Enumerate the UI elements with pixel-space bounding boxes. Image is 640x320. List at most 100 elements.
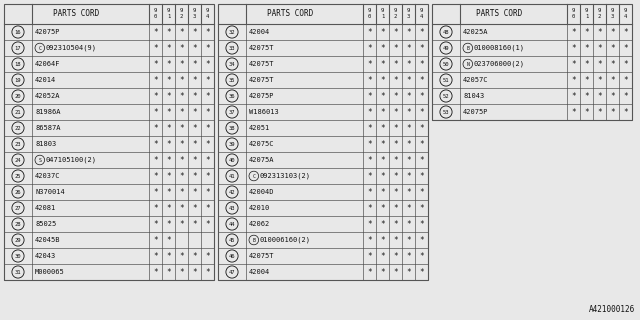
Text: 9: 9 <box>167 9 170 13</box>
Text: 22: 22 <box>15 125 21 131</box>
Text: *: * <box>179 92 184 100</box>
Text: 19: 19 <box>15 77 21 83</box>
Text: 81043: 81043 <box>463 93 484 99</box>
Text: *: * <box>380 268 385 276</box>
Text: *: * <box>205 172 210 180</box>
Text: *: * <box>166 140 171 148</box>
Text: *: * <box>367 124 372 132</box>
Text: *: * <box>419 140 424 148</box>
Text: 0: 0 <box>154 14 157 20</box>
Text: 31: 31 <box>15 269 21 275</box>
Text: 50: 50 <box>443 61 449 67</box>
Text: 23: 23 <box>15 141 21 147</box>
Text: *: * <box>205 92 210 100</box>
Text: *: * <box>153 268 158 276</box>
Text: *: * <box>367 220 372 228</box>
Text: *: * <box>166 252 171 260</box>
Text: *: * <box>192 76 197 84</box>
Text: *: * <box>179 188 184 196</box>
Text: 81986A: 81986A <box>35 109 61 115</box>
Text: *: * <box>571 108 576 116</box>
Text: *: * <box>406 140 411 148</box>
Text: 42075T: 42075T <box>249 45 275 51</box>
Text: 2: 2 <box>394 14 397 20</box>
Text: *: * <box>380 204 385 212</box>
Text: 42057C: 42057C <box>463 77 488 83</box>
Text: *: * <box>393 28 398 36</box>
Text: *: * <box>380 60 385 68</box>
Text: 49: 49 <box>443 45 449 51</box>
Text: *: * <box>192 124 197 132</box>
Text: *: * <box>571 60 576 68</box>
Text: *: * <box>153 28 158 36</box>
Text: *: * <box>205 220 210 228</box>
Text: 45: 45 <box>228 237 236 243</box>
Text: *: * <box>166 172 171 180</box>
Text: *: * <box>205 124 210 132</box>
Text: *: * <box>166 236 171 244</box>
Text: *: * <box>153 252 158 260</box>
Text: *: * <box>406 124 411 132</box>
Text: *: * <box>419 44 424 52</box>
Text: *: * <box>192 156 197 164</box>
Text: *: * <box>419 188 424 196</box>
Text: 51: 51 <box>443 77 449 83</box>
Text: *: * <box>153 124 158 132</box>
Text: *: * <box>419 172 424 180</box>
Text: *: * <box>179 60 184 68</box>
Text: *: * <box>597 60 602 68</box>
Text: *: * <box>153 44 158 52</box>
Text: *: * <box>205 60 210 68</box>
Text: *: * <box>597 92 602 100</box>
Text: *: * <box>419 204 424 212</box>
Text: M000065: M000065 <box>35 269 65 275</box>
Text: 42062: 42062 <box>249 221 270 227</box>
Text: *: * <box>571 76 576 84</box>
Text: *: * <box>393 268 398 276</box>
Text: *: * <box>380 28 385 36</box>
Text: *: * <box>367 60 372 68</box>
Text: 36: 36 <box>228 93 236 99</box>
Text: *: * <box>623 28 628 36</box>
Text: 047105100(2): 047105100(2) <box>45 157 97 163</box>
Text: *: * <box>179 268 184 276</box>
Text: 48: 48 <box>443 29 449 35</box>
Text: 42004: 42004 <box>249 269 270 275</box>
Text: 0: 0 <box>368 14 371 20</box>
Text: 0: 0 <box>572 14 575 20</box>
Text: 29: 29 <box>15 237 21 243</box>
Text: 42075T: 42075T <box>249 77 275 83</box>
Text: 40: 40 <box>228 157 236 163</box>
Text: 010008160(1): 010008160(1) <box>474 45 525 51</box>
Text: *: * <box>205 108 210 116</box>
Text: 4: 4 <box>206 14 209 20</box>
Text: 9: 9 <box>572 9 575 13</box>
Text: *: * <box>367 76 372 84</box>
Text: *: * <box>419 60 424 68</box>
Text: 35: 35 <box>228 77 236 83</box>
Text: *: * <box>571 92 576 100</box>
Text: 39: 39 <box>228 141 236 147</box>
Text: *: * <box>419 92 424 100</box>
Text: *: * <box>166 268 171 276</box>
Text: N: N <box>467 61 469 67</box>
Bar <box>4 4 214 280</box>
Text: 1: 1 <box>585 14 588 20</box>
Text: *: * <box>192 92 197 100</box>
Text: *: * <box>367 140 372 148</box>
Text: *: * <box>367 236 372 244</box>
Text: A421000126: A421000126 <box>589 305 635 314</box>
Text: *: * <box>380 76 385 84</box>
Text: *: * <box>393 108 398 116</box>
Text: *: * <box>393 76 398 84</box>
Text: *: * <box>406 92 411 100</box>
Text: *: * <box>166 204 171 212</box>
Text: *: * <box>393 124 398 132</box>
Text: *: * <box>166 108 171 116</box>
Text: *: * <box>179 76 184 84</box>
Text: S: S <box>38 157 41 163</box>
Text: *: * <box>166 220 171 228</box>
Text: *: * <box>179 140 184 148</box>
Text: 16: 16 <box>15 29 21 35</box>
Text: 20: 20 <box>15 93 21 99</box>
